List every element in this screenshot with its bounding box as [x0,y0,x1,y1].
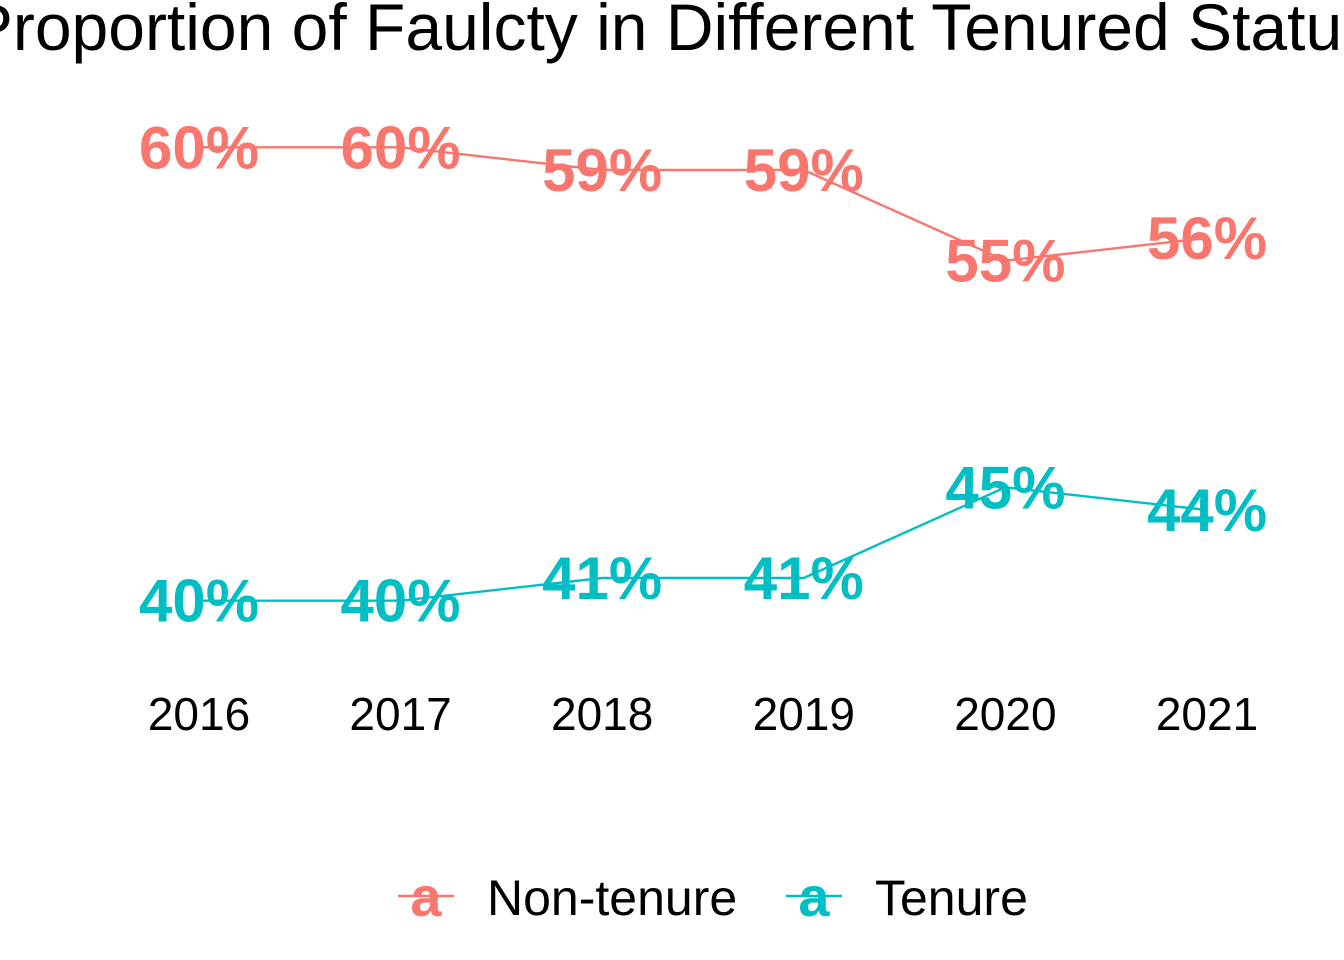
legend-label-tenure: Tenure [875,870,1028,926]
data-label-non-tenure: 60% [139,114,259,181]
x-tick-label: 2021 [1156,688,1258,740]
x-tick-label: 2019 [753,688,855,740]
legend-label-non-tenure: Non-tenure [487,870,737,926]
series-line-tenure [199,486,1208,602]
data-label-non-tenure: 59% [744,137,864,204]
data-label-tenure: 41% [744,545,864,612]
legend-key-glyph: a [798,865,830,928]
data-label-non-tenure: 55% [945,228,1065,295]
data-label-non-tenure: 59% [542,137,662,204]
data-label-tenure: 41% [542,545,662,612]
data-label-tenure: 44% [1147,477,1267,544]
legend-key-glyph: a [410,865,442,928]
x-tick-label: 2016 [148,688,250,740]
data-label-tenure: 45% [945,454,1065,521]
series-line-non-tenure [199,146,1208,262]
x-axis: 2016 2017 2018 2019 2020 2021 [148,688,1258,740]
legend-key-non-tenure: a [398,865,454,928]
data-label-non-tenure: 56% [1147,205,1267,272]
data-label-tenure: 40% [341,568,461,635]
legend-key-tenure: a [786,865,842,928]
x-tick-label: 2020 [954,688,1056,740]
plot-area: 60% 60% 59% 59% 55% 56% 40% 40% 41% 41% 45% 44% [139,114,1267,634]
x-tick-label: 2017 [349,688,451,740]
legend: a Non-tenure a Tenure [398,865,1028,928]
chart-title: Proportion of Faulcty in Different Tenur… [0,0,1344,64]
data-label-non-tenure: 60% [341,114,461,181]
x-tick-label: 2018 [551,688,653,740]
data-label-tenure: 40% [139,568,259,635]
